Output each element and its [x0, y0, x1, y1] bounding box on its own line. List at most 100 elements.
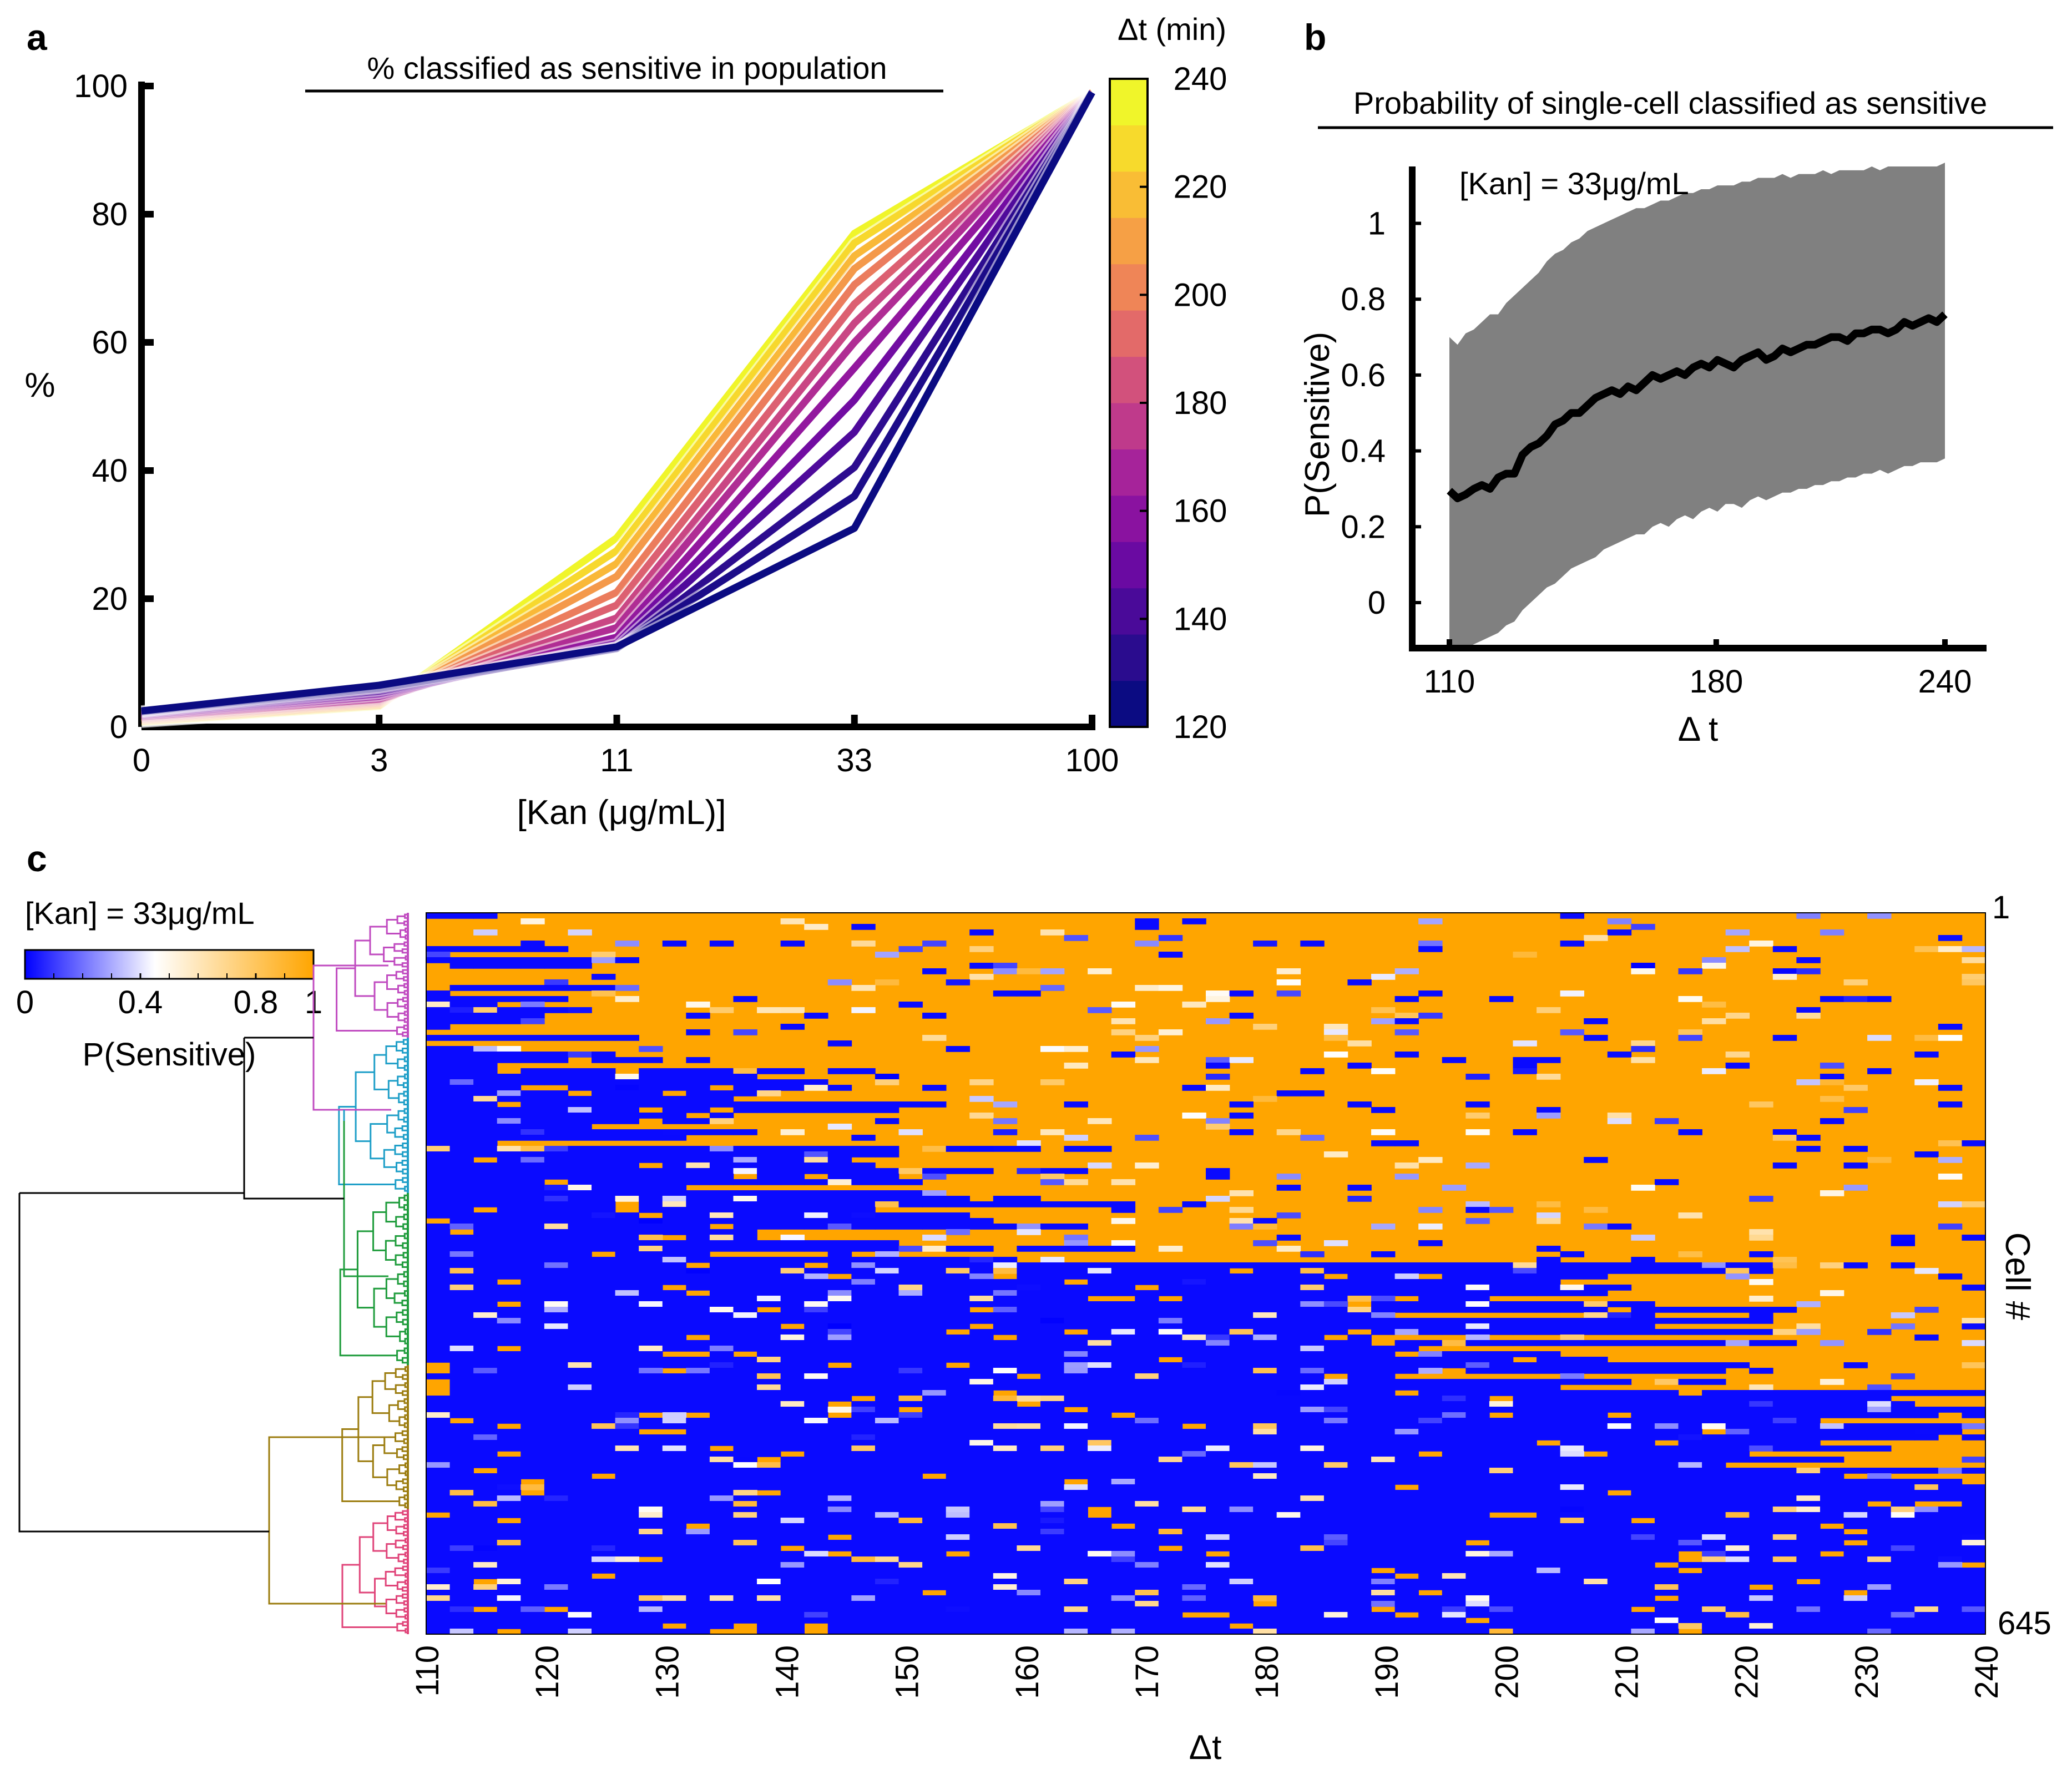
panel-c-heatmap-cell — [1253, 1429, 1277, 1435]
panel-c-heatmap-cell — [1111, 1268, 1136, 1274]
panel-c-heatmap-cell — [1300, 1495, 1325, 1502]
panel-c-heatmap-cell — [1654, 1484, 1679, 1490]
panel-c-heatmap-cell — [1182, 1307, 1206, 1313]
panel-c-heatmap-cell — [875, 1484, 899, 1490]
panel-c-heatmap-cell — [1300, 1434, 1325, 1441]
panel-c-heatmap-cell — [662, 1157, 687, 1163]
panel-c-heatmap-cell — [1111, 1490, 1136, 1496]
panel-c-heatmap-cell — [1371, 1396, 1396, 1402]
panel-c-heatmap-cell — [1040, 1224, 1065, 1230]
panel-c-heatmap-cell — [1017, 1340, 1041, 1346]
panel-c-heatmap-cell — [520, 1179, 545, 1185]
panel-c-heatmap-cell — [1158, 1573, 1183, 1579]
panel-c-heatmap-cell — [1394, 1540, 1419, 1546]
panel-c-heatmap-cell — [568, 1307, 592, 1313]
panel-c-heatmap-cell — [1276, 1268, 1301, 1274]
panel-c-heatmap-cell — [520, 1323, 545, 1330]
panel-c-heatmap-cell — [946, 1318, 971, 1324]
panel-c-heatmap-cell — [875, 1251, 899, 1257]
panel-c-heatmap-cell — [497, 1523, 522, 1529]
panel-c-heatmap-cell — [426, 1440, 451, 1446]
panel-c-heatmap-cell — [898, 1462, 923, 1468]
panel-c-heatmap-cell — [875, 1429, 899, 1435]
panel-c-heatmap-cell — [709, 1373, 734, 1379]
panel-c-heatmap-cell — [1513, 1601, 1537, 1607]
panel-c-heatmap-cell — [426, 1601, 451, 1607]
panel-c-heatmap-cell — [780, 1157, 805, 1163]
panel-c-heatmap-cell — [1017, 1507, 1041, 1513]
panel-c-heatmap-cell — [520, 1118, 545, 1124]
panel-c-heatmap-cell — [1323, 1501, 1348, 1507]
panel-c-heatmap-cell — [1772, 1468, 1797, 1474]
panel-c-heatmap-cell — [969, 1551, 994, 1557]
panel-c-heatmap-cell — [1371, 1595, 1396, 1601]
panel-c-heatmap-cell — [1040, 1368, 1065, 1374]
panel-c-heatmap-cell — [1276, 1490, 1301, 1496]
panel-c-heatmap-cell — [1584, 1595, 1608, 1601]
panel-c-heatmap-cell — [1584, 1445, 1608, 1452]
panel-c-heatmap-cell — [875, 1246, 899, 1252]
panel-c-heatmap-cell — [1631, 1523, 1655, 1529]
panel-c-heatmap-cell — [1938, 1273, 1963, 1280]
panel-c-heatmap-cell — [520, 1224, 545, 1230]
panel-c-heatmap-cell — [1513, 1445, 1537, 1452]
panel-c-heatmap-cell — [827, 1373, 852, 1379]
panel-c-heatmap-cell — [780, 1201, 805, 1207]
panel-c-heatmap-cell — [1631, 1601, 1655, 1607]
panel-c-heatmap-cell — [615, 1562, 639, 1568]
panel-c-heatmap-cell — [473, 1035, 498, 1041]
panel-c-heatmap-cell — [473, 1573, 498, 1579]
panel-c-heatmap-cell — [1064, 1312, 1088, 1318]
panel-c-heatmap-cell — [1702, 1479, 1726, 1485]
panel-c-heatmap-cell — [1607, 1052, 1632, 1058]
panel-c-heatmap-cell — [827, 1207, 852, 1213]
panel-c-heatmap-cell — [1513, 1457, 1537, 1463]
panel-c-heatmap-cell — [1276, 1090, 1301, 1096]
panel-c-heatmap-cell — [1560, 1285, 1585, 1291]
panel-c-heatmap-cell — [1537, 1579, 1561, 1585]
panel-c-heatmap-cell — [1465, 1434, 1490, 1441]
panel-c-heatmap-cell — [1796, 1440, 1821, 1446]
panel-c-heatmap-cell — [757, 1257, 781, 1263]
panel-c-heatmap-cell — [1182, 1368, 1206, 1374]
panel-c-heatmap-cell — [780, 1318, 805, 1324]
panel-c-heatmap-cell — [497, 1329, 522, 1335]
panel-c-heatmap-cell — [1300, 1551, 1325, 1557]
panel-c-heatmap-cell — [1229, 1518, 1254, 1524]
panel-c-heatmap-cell — [1253, 1240, 1277, 1246]
panel-c-heatmap-cell — [1300, 1545, 1325, 1551]
panel-c-heatmap-cell — [473, 1168, 498, 1174]
panel-c-heatmap-cell — [473, 1174, 498, 1180]
panel-c-heatmap-cell — [1418, 1595, 1443, 1601]
panel-c-heatmap-cell — [1040, 1179, 1065, 1185]
panel-c-heatmap-cell — [804, 1423, 828, 1429]
panel-c-heatmap-cell — [1867, 1445, 1892, 1452]
panel-c-heatmap-cell — [757, 1601, 781, 1607]
panel-c-heatmap-cell — [1465, 1318, 1490, 1324]
panel-c-heatmap-cell — [1229, 1301, 1254, 1307]
panel-c-dendrogram-branch — [341, 1564, 397, 1628]
panel-c-heatmap-cell — [639, 1434, 663, 1441]
panel-c-heatmap-cell — [1229, 1346, 1254, 1352]
panel-c-heatmap-cell — [1253, 1451, 1277, 1457]
panel-c-heatmap-cell — [592, 1101, 616, 1108]
panel-c-heatmap-cell — [497, 1556, 522, 1563]
panel-c-heatmap-cell — [497, 1262, 522, 1268]
panel-c-heatmap-cell — [1914, 1595, 1939, 1601]
panel-c-heatmap-cell — [898, 1129, 923, 1135]
panel-c-heatmap-cell — [1513, 1551, 1537, 1557]
panel-c-heatmap-cell — [1442, 1501, 1467, 1507]
panel-c-heatmap-cell — [1229, 1523, 1254, 1529]
panel-c-heatmap-cell — [757, 1562, 781, 1568]
panel-c-heatmap-cell — [1111, 1207, 1136, 1213]
panel-c-heatmap-cell — [1300, 1512, 1325, 1518]
panel-c-heatmap-cell — [1229, 1412, 1254, 1418]
panel-c-heatmap-cell — [449, 1196, 474, 1202]
panel-c-heatmap-cell — [1962, 1579, 1986, 1585]
panel-c-heatmap-cell — [1465, 1451, 1490, 1457]
panel-c-heatmap-cell — [946, 1523, 971, 1529]
panel-c-heatmap-cell — [686, 1235, 710, 1241]
panel-c-heatmap-cell — [592, 952, 616, 958]
panel-c-heatmap-cell — [1088, 1390, 1112, 1396]
panel-c-heatmap-cell — [804, 1490, 828, 1496]
